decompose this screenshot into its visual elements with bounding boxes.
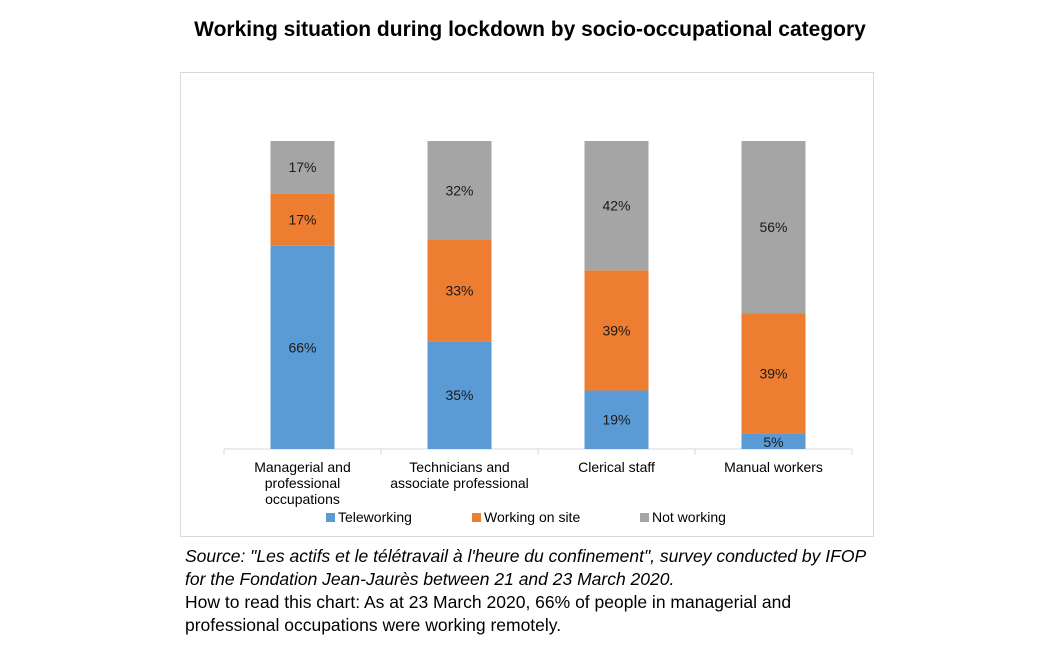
data-label-working-on-site: 39%: [602, 322, 630, 338]
bar-segment-not-working: [584, 141, 649, 271]
bar-segment-working-on-site: [584, 270, 649, 391]
legend-swatch-working-on-site: [472, 513, 481, 522]
plot-area-frame: [180, 72, 874, 537]
chart-caption: Source: "Les actifs et le télétravail à …: [185, 545, 885, 637]
legend-entry-working-on-site: Working on site: [484, 509, 580, 525]
bar-segment-teleworking: [427, 341, 492, 449]
bar-segment-not-working: [270, 141, 335, 194]
x-tick-label: associate professional: [390, 475, 529, 491]
x-tick-label: professional: [265, 475, 341, 491]
bar-segment-not-working: [741, 141, 806, 314]
data-label-not-working: 17%: [288, 159, 316, 175]
how-to-read-note: How to read this chart: As at 23 March 2…: [185, 592, 792, 635]
bar-segment-not-working: [427, 141, 492, 240]
bar-segment-working-on-site: [741, 313, 806, 434]
x-tick-label: Clerical staff: [578, 459, 655, 475]
bar-segment-teleworking: [270, 245, 335, 449]
legend-swatch-not-working: [640, 513, 649, 522]
data-label-not-working: 56%: [759, 219, 787, 235]
chart-title: Working situation during lockdown by soc…: [194, 18, 866, 41]
x-tick-label: Technicians and: [409, 459, 509, 475]
bar-segment-working-on-site: [427, 239, 492, 342]
data-label-teleworking: 35%: [445, 387, 473, 403]
data-label-working-on-site: 17%: [288, 212, 316, 228]
x-tick-label: Manual workers: [724, 459, 823, 475]
data-label-working-on-site: 39%: [759, 366, 787, 382]
data-label-teleworking: 19%: [602, 412, 630, 428]
data-label-not-working: 32%: [445, 182, 473, 198]
x-tick-label: Managerial and: [254, 459, 351, 475]
data-label-not-working: 42%: [602, 198, 630, 214]
source-note: Source: "Les actifs et le télétravail à …: [185, 546, 866, 589]
legend-swatch-teleworking: [326, 513, 335, 522]
bar-segment-teleworking: [584, 390, 649, 449]
bar-segment-working-on-site: [270, 193, 335, 246]
data-label-working-on-site: 33%: [445, 282, 473, 298]
legend-entry-not-working: Not working: [652, 509, 726, 525]
bar-segment-teleworking: [741, 433, 806, 449]
legend-entry-teleworking: Teleworking: [338, 509, 412, 525]
x-tick-label: occupations: [265, 491, 340, 507]
data-label-teleworking: 66%: [288, 339, 316, 355]
data-label-teleworking: 5%: [763, 434, 783, 450]
stacked-bar-chart: 66% 17% 17% Managerial andprofessionaloccup…: [223, 141, 853, 525]
